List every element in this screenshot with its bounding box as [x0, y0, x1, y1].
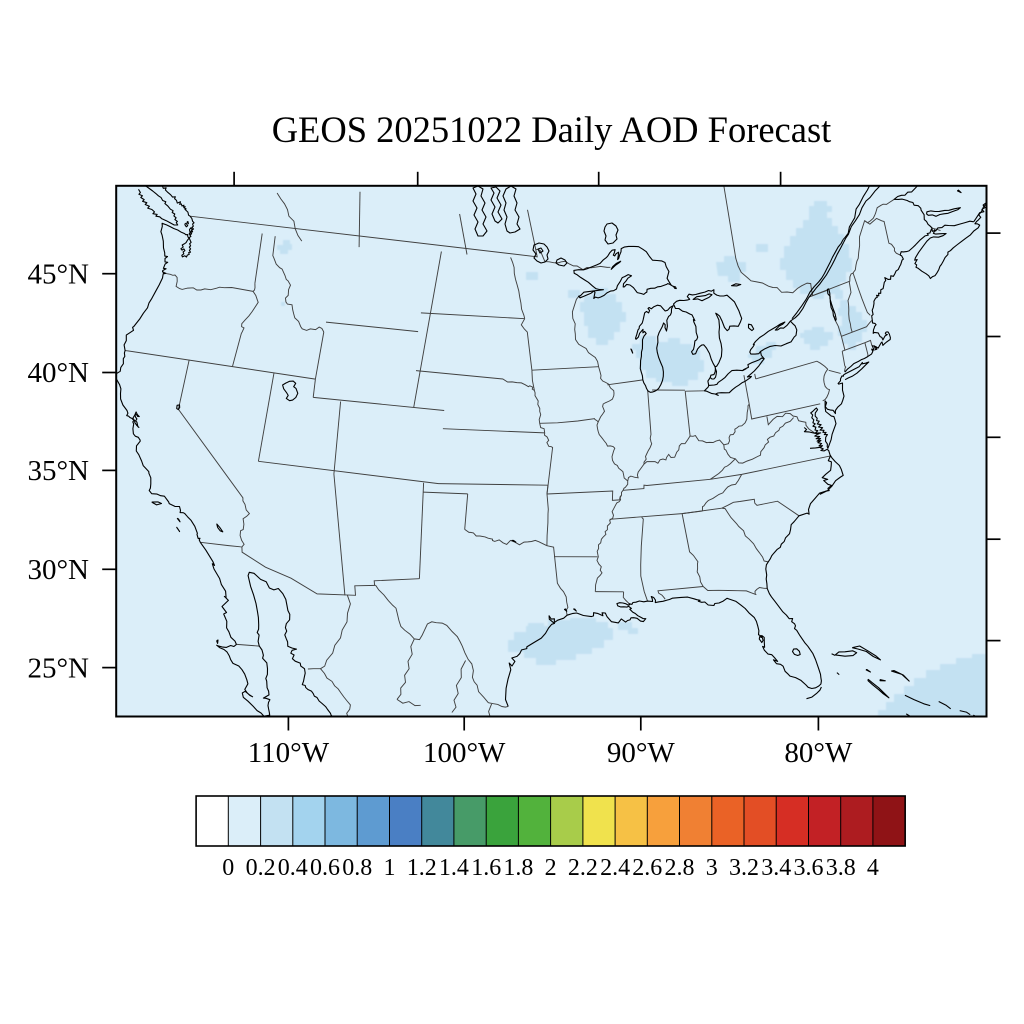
svg-text:90°W: 90°W: [607, 737, 676, 769]
svg-text:1.4: 1.4: [439, 855, 469, 881]
svg-text:80°W: 80°W: [784, 737, 853, 769]
svg-text:1: 1: [384, 855, 396, 881]
svg-text:2.6: 2.6: [632, 855, 662, 881]
svg-text:3.2: 3.2: [729, 855, 759, 881]
svg-text:3.4: 3.4: [761, 855, 791, 881]
svg-text:1.2: 1.2: [407, 855, 437, 881]
svg-text:1.8: 1.8: [503, 855, 533, 881]
svg-text:35°N: 35°N: [27, 455, 89, 487]
svg-text:4: 4: [867, 855, 879, 881]
svg-text:0.6: 0.6: [310, 855, 340, 881]
svg-text:2.2: 2.2: [568, 855, 598, 881]
svg-text:110°W: 110°W: [248, 737, 330, 769]
svg-text:40°N: 40°N: [27, 357, 89, 389]
svg-text:30°N: 30°N: [27, 554, 89, 586]
svg-text:GEOS 20251022 Daily AOD Foreca: GEOS 20251022 Daily AOD Forecast: [272, 109, 832, 150]
svg-text:3: 3: [706, 855, 718, 881]
svg-text:3.8: 3.8: [826, 855, 856, 881]
svg-text:100°W: 100°W: [423, 737, 506, 769]
svg-text:0.2: 0.2: [246, 855, 276, 881]
svg-text:2: 2: [545, 855, 557, 881]
svg-text:3.6: 3.6: [794, 855, 824, 881]
svg-text:2.8: 2.8: [665, 855, 695, 881]
svg-text:2.4: 2.4: [600, 855, 630, 881]
svg-text:1.6: 1.6: [471, 855, 501, 881]
svg-text:45°N: 45°N: [27, 258, 89, 290]
svg-text:0: 0: [222, 855, 234, 881]
svg-text:0.8: 0.8: [342, 855, 372, 881]
svg-text:25°N: 25°N: [27, 652, 89, 684]
svg-text:0.4: 0.4: [278, 855, 308, 881]
